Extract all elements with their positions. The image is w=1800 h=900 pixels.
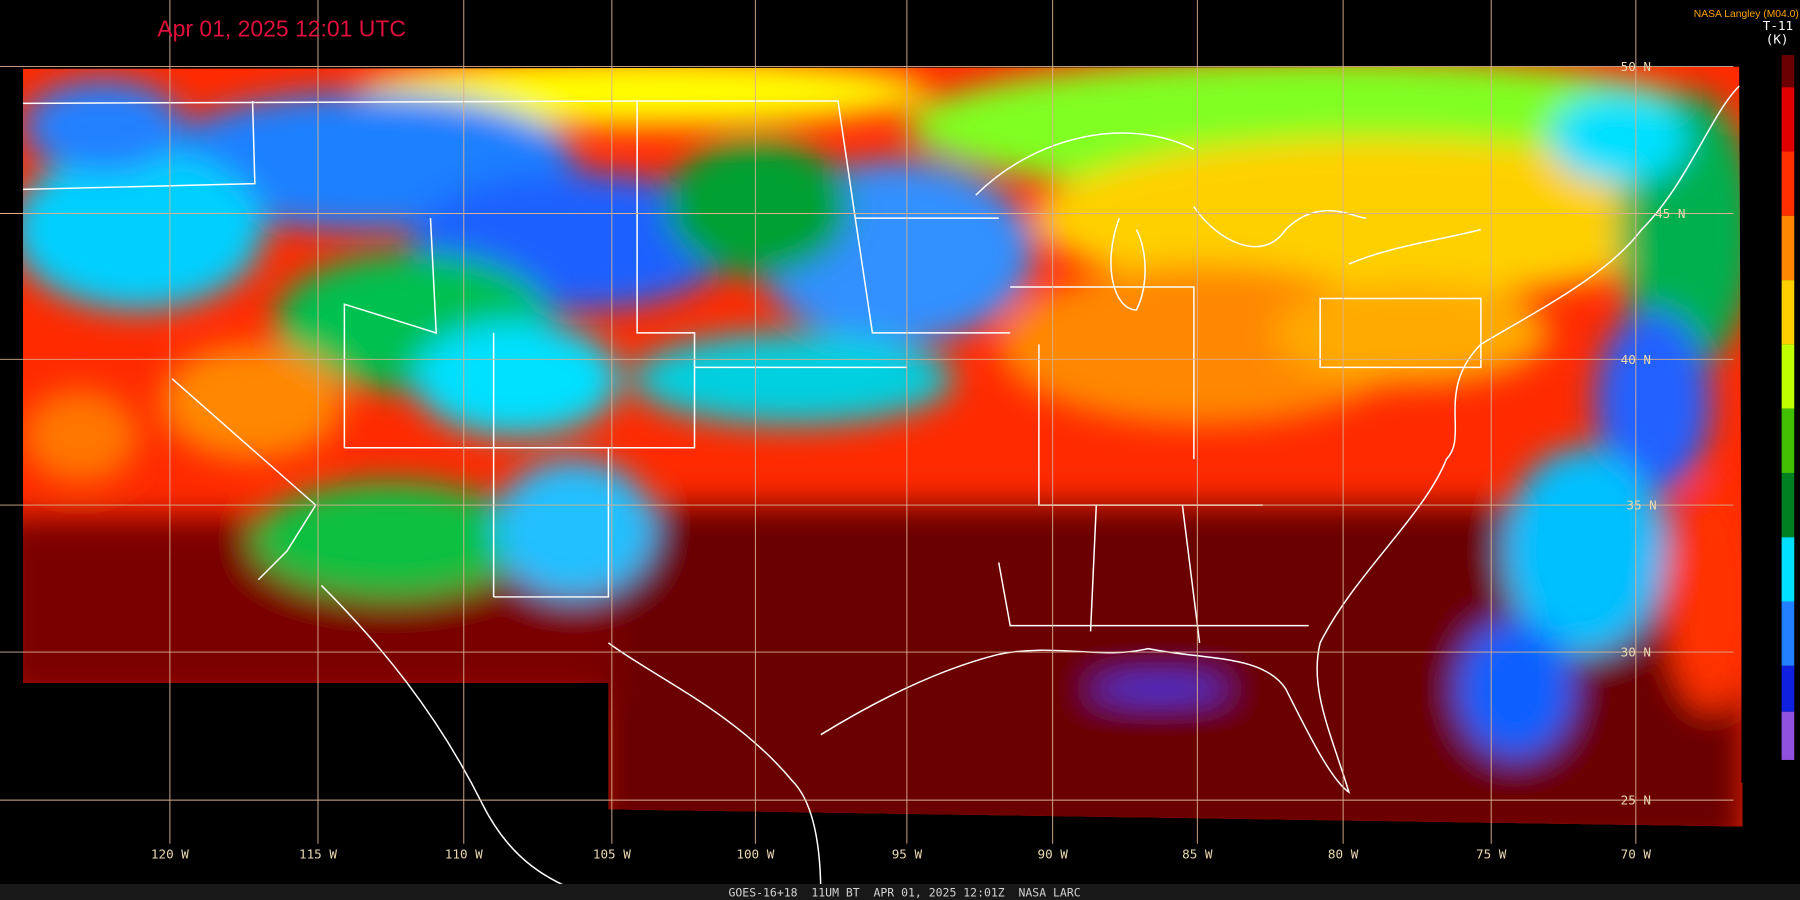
longitude-label: 85 W xyxy=(1182,847,1213,862)
longitude-label: 100 W xyxy=(736,847,774,862)
colorbar-title: T-11 xyxy=(1763,18,1793,33)
longitude-label: 120 W xyxy=(151,847,189,862)
latitude-label: 35 N xyxy=(1626,498,1656,513)
latitude-label: 40 N xyxy=(1621,352,1651,367)
footer: GOES-16+18 11UM BT APR 01, 2025 12:01Z N… xyxy=(729,886,1081,900)
graticule xyxy=(0,0,1734,844)
latitude-label: 25 N xyxy=(1621,793,1651,808)
colorbar-unit: (K) xyxy=(1766,32,1789,47)
footer-bar xyxy=(0,883,1800,900)
credit: NASA Langley (M04.0) xyxy=(1694,9,1799,20)
longitude-label: 70 W xyxy=(1621,847,1652,862)
longitude-label: 90 W xyxy=(1037,847,1068,862)
boundaries xyxy=(22,85,1740,900)
latitude-label: 30 N xyxy=(1621,645,1651,660)
longitude-label: 75 W xyxy=(1476,847,1507,862)
longitude-label: 80 W xyxy=(1328,847,1359,862)
longitude-label: 110 W xyxy=(445,847,483,862)
latitude-label: 50 N xyxy=(1621,59,1651,74)
colorbar xyxy=(1781,55,1795,760)
longitude-label: 115 W xyxy=(299,847,337,862)
timestamp: Apr 01, 2025 12:01 UTC xyxy=(157,16,406,42)
longitude-label: 95 W xyxy=(892,847,923,862)
longitude-label: 105 W xyxy=(593,847,631,862)
latitude-label: 45 N xyxy=(1655,206,1685,221)
